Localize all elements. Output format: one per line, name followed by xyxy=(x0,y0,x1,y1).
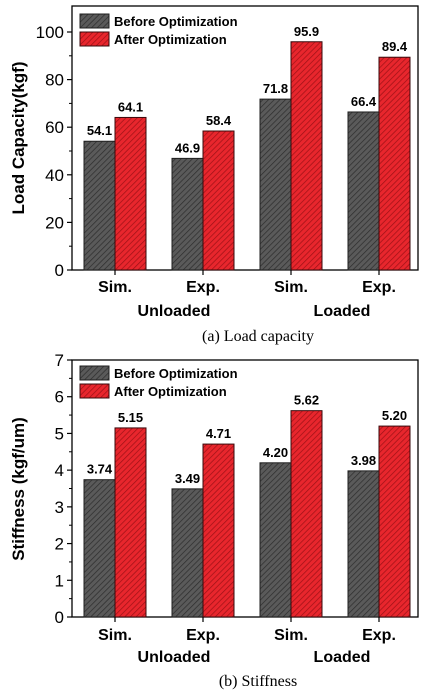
data-label: 54.1 xyxy=(87,123,112,138)
data-label: 58.4 xyxy=(206,113,232,128)
data-label: 3.74 xyxy=(87,462,113,477)
y-tick-label: 60 xyxy=(45,118,64,137)
legend-entry: After Optimization xyxy=(114,32,227,47)
y-tick-label: 80 xyxy=(45,71,64,90)
data-label: 5.15 xyxy=(118,410,143,425)
legend-entry: After Optimization xyxy=(114,384,227,399)
x-tick-label: Sim. xyxy=(274,627,308,644)
bar-after xyxy=(378,425,411,618)
y-tick-label: 0 xyxy=(55,608,64,627)
bar-after xyxy=(290,41,323,271)
bar-after xyxy=(202,130,235,271)
y-tick-label: 7 xyxy=(55,351,64,370)
bar-before xyxy=(171,157,204,271)
y-tick-label: 20 xyxy=(45,213,64,232)
data-label: 64.1 xyxy=(118,99,143,114)
y-axis-label: Load Capacity(kgf) xyxy=(9,61,28,214)
y-tick-label: 40 xyxy=(45,166,64,185)
legend-swatch xyxy=(79,13,110,29)
bar-after xyxy=(202,443,235,618)
data-label: 4.71 xyxy=(206,426,231,441)
legend-swatch xyxy=(79,31,110,47)
data-label: 3.98 xyxy=(351,453,376,468)
bar-after xyxy=(290,410,323,618)
legend-swatch xyxy=(79,365,110,381)
bar-before xyxy=(83,479,116,618)
bar-before xyxy=(171,488,204,618)
load-capacity-chart: 0 20 40 60 80 100 Load Capacity(kgf) 54.1 46.9 71… xyxy=(9,5,419,345)
y-tick-label: 0 xyxy=(55,261,64,280)
group-label: Loaded xyxy=(314,649,371,666)
group-label: Loaded xyxy=(314,303,371,320)
data-label: 66.4 xyxy=(351,94,377,109)
figure-caption: (b) Stiffness xyxy=(219,673,297,690)
y-tick-label: 1 xyxy=(55,571,64,590)
bar-before xyxy=(347,470,380,618)
x-tick-label: Sim. xyxy=(98,279,132,296)
x-tick-label: Exp. xyxy=(362,627,396,644)
legend-entry: Before Optimization xyxy=(114,14,238,29)
y-tick-label: 3 xyxy=(55,498,64,517)
data-label: 5.62 xyxy=(294,393,319,408)
bar-after xyxy=(114,116,147,271)
data-label: 89.4 xyxy=(382,39,408,54)
x-tick-label: Sim. xyxy=(274,279,308,296)
x-tick-label: Exp. xyxy=(362,279,396,296)
data-label: 3.49 xyxy=(175,471,200,486)
x-tick-label: Exp. xyxy=(186,627,220,644)
bar-before xyxy=(259,98,292,271)
x-tick-label: Exp. xyxy=(186,279,220,296)
data-label: 46.9 xyxy=(175,140,200,155)
stiffness-chart: 0 1 2 3 4 5 6 7 Stiffness (kgf/um) 3.74 3.49 4.20 3.… xyxy=(9,351,419,690)
group-label: Unloaded xyxy=(138,649,211,666)
legend-entry: Before Optimization xyxy=(114,366,238,381)
y-tick-label: 5 xyxy=(55,424,64,443)
figure-caption: (a) Load capacity xyxy=(202,328,314,345)
y-tick-label: 4 xyxy=(55,461,64,480)
bar-before xyxy=(259,462,292,618)
bar-after xyxy=(378,56,411,271)
data-label: 5.20 xyxy=(382,408,407,423)
y-axis-label: Stiffness (kgf/um) xyxy=(9,417,28,561)
bar-before xyxy=(347,111,380,271)
group-label: Unloaded xyxy=(138,303,211,320)
y-tick-label: 2 xyxy=(55,535,64,554)
plot-frame xyxy=(71,5,419,271)
legend-swatch xyxy=(79,383,110,399)
data-label: 95.9 xyxy=(294,24,319,39)
bar-after xyxy=(114,427,147,618)
data-label: 4.20 xyxy=(263,445,288,460)
bar-before xyxy=(83,140,116,271)
data-label: 71.8 xyxy=(263,81,288,96)
y-tick-label: 6 xyxy=(55,388,64,407)
y-tick-label: 100 xyxy=(36,23,64,42)
x-tick-label: Sim. xyxy=(98,627,132,644)
